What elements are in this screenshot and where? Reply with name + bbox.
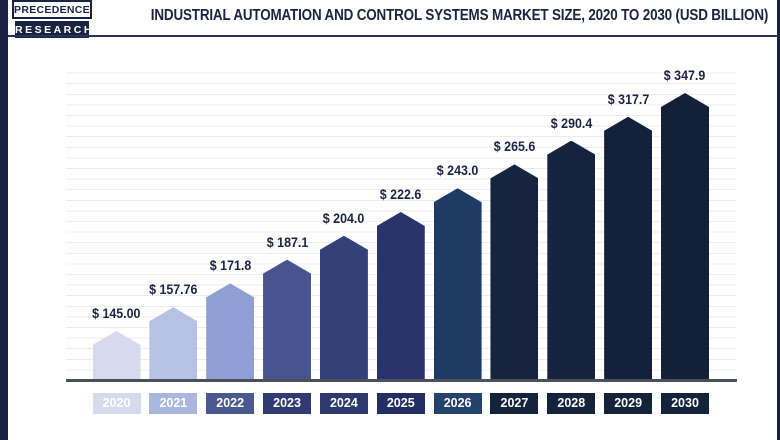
- bar-2026: [433, 188, 482, 379]
- bar-2021: [149, 307, 198, 379]
- bar-value-label-2025: $ 222.6: [380, 187, 422, 202]
- x-tick-label-2030: 2030: [661, 393, 709, 414]
- x-tick-label-2022: 2022: [206, 393, 255, 414]
- x-tick-label-2029: 2029: [604, 393, 653, 414]
- bar-2025: [376, 212, 425, 379]
- right-border-line: [777, 0, 780, 440]
- bar-2023: [263, 259, 312, 379]
- chart-title-text: INDUSTRIAL AUTOMATION AND CONTROL SYSTEM…: [150, 7, 769, 24]
- bar-value-label-2027: $ 265.6: [493, 139, 536, 155]
- bar-2028: [547, 140, 596, 379]
- x-tick-label-2020: 2020: [92, 393, 141, 414]
- x-tick-label-2023: 2023: [263, 393, 312, 414]
- x-tick-label-2021: 2021: [149, 393, 198, 414]
- x-tick-label-2025: 2025: [376, 393, 425, 414]
- logo-line-research: RESEARCH: [15, 21, 91, 38]
- chart-title: INDUSTRIAL AUTOMATION AND CONTROL SYSTEM…: [92, 7, 769, 31]
- bar-value-label-2024: $ 204.0: [323, 210, 365, 226]
- logo-line-precedence: PRECEDENCE: [12, 0, 92, 19]
- bar-value-label-2022: $ 171.8: [209, 258, 251, 274]
- precedence-research-logo: PRECEDENCE RESEARCH: [12, 0, 92, 38]
- bar-value-label-2029: $ 317.7: [607, 91, 649, 107]
- x-axis-line: [66, 379, 737, 382]
- bar-2030: [661, 93, 709, 379]
- bar-value-label-2030: $ 347.9: [664, 68, 706, 83]
- left-border-bar: [0, 0, 8, 440]
- x-tick-label-2028: 2028: [547, 393, 596, 414]
- bar-2022: [206, 283, 255, 379]
- title-divider-line: [8, 35, 780, 37]
- x-tick-label-2024: 2024: [319, 393, 368, 414]
- bar-2029: [604, 116, 653, 379]
- bar-2027: [490, 164, 539, 379]
- x-tick-label-2027: 2027: [490, 393, 539, 414]
- bar-value-label-2021: $ 157.76: [149, 282, 198, 298]
- bar-value-label-2023: $ 187.1: [266, 234, 308, 250]
- bar-2024: [319, 235, 368, 379]
- bar-value-label-2020: $ 145.00: [92, 306, 141, 321]
- x-tick-label-2026: 2026: [433, 393, 482, 414]
- bar-value-label-2028: $ 290.4: [550, 115, 593, 131]
- bar-value-label-2026: $ 243.0: [436, 163, 479, 179]
